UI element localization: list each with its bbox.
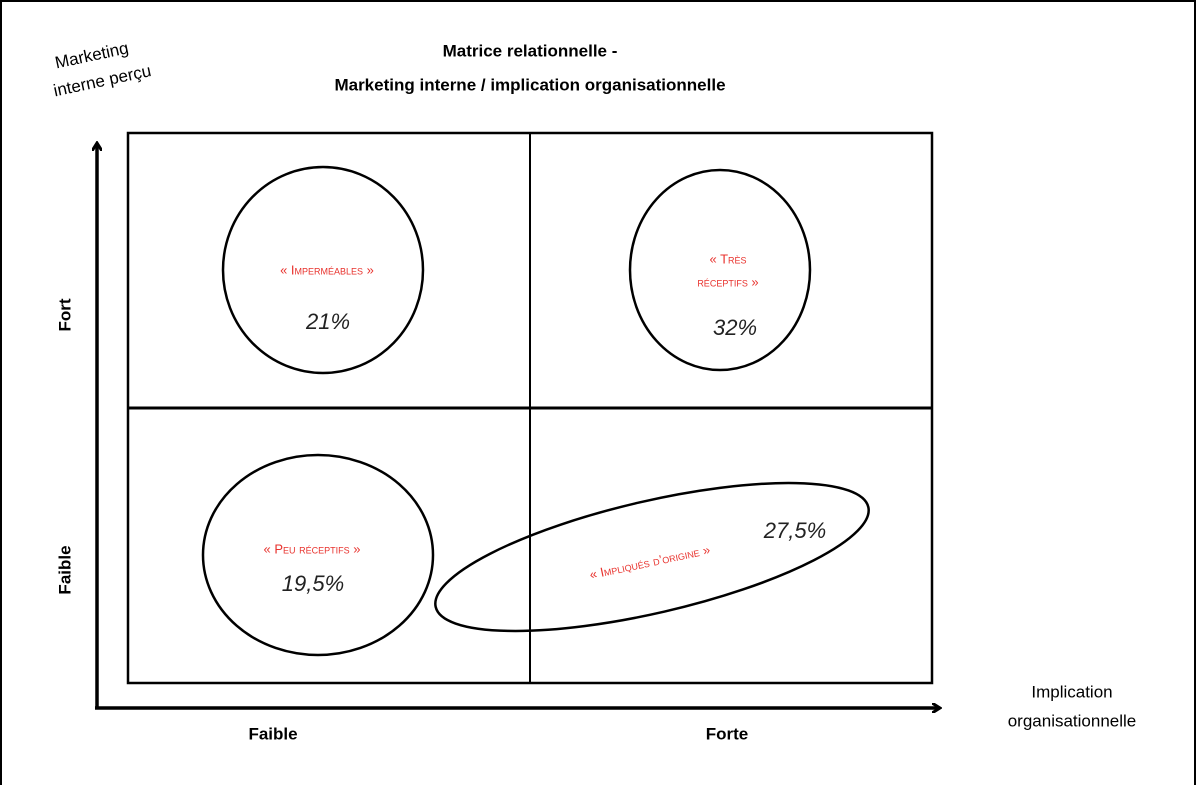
segment-label: « Imperméables » (280, 262, 374, 277)
segment-label: « Peu réceptifs » (264, 541, 361, 556)
segment-circle (628, 168, 812, 372)
x-axis-title-line: organisationnelle (1008, 711, 1137, 730)
segment-value: 32% (713, 315, 757, 340)
title-line: Matrice relationnelle - (443, 41, 618, 60)
x-axis-title-line: Implication (1031, 682, 1112, 701)
segment-circle (221, 165, 425, 375)
y-low-label: Faible (55, 545, 74, 594)
segment-ellipse (434, 481, 870, 633)
title-line: Marketing interne / implication organisa… (334, 75, 725, 94)
segment-value: 21% (305, 309, 350, 334)
x-low-label: Faible (248, 724, 297, 743)
segment-circle (201, 453, 435, 657)
segment-label: réceptifs » (697, 274, 758, 289)
x-high-label: Forte (706, 724, 749, 743)
segment-value: 19,5% (282, 571, 344, 596)
y-axis-title: Marketing interne perçu (52, 38, 153, 100)
y-high-label: Fort (55, 298, 74, 331)
segment-label: « Impliqués d’origine » (588, 542, 711, 582)
segment-label: « Très (709, 251, 746, 266)
segment-value: 27,5% (763, 518, 826, 543)
